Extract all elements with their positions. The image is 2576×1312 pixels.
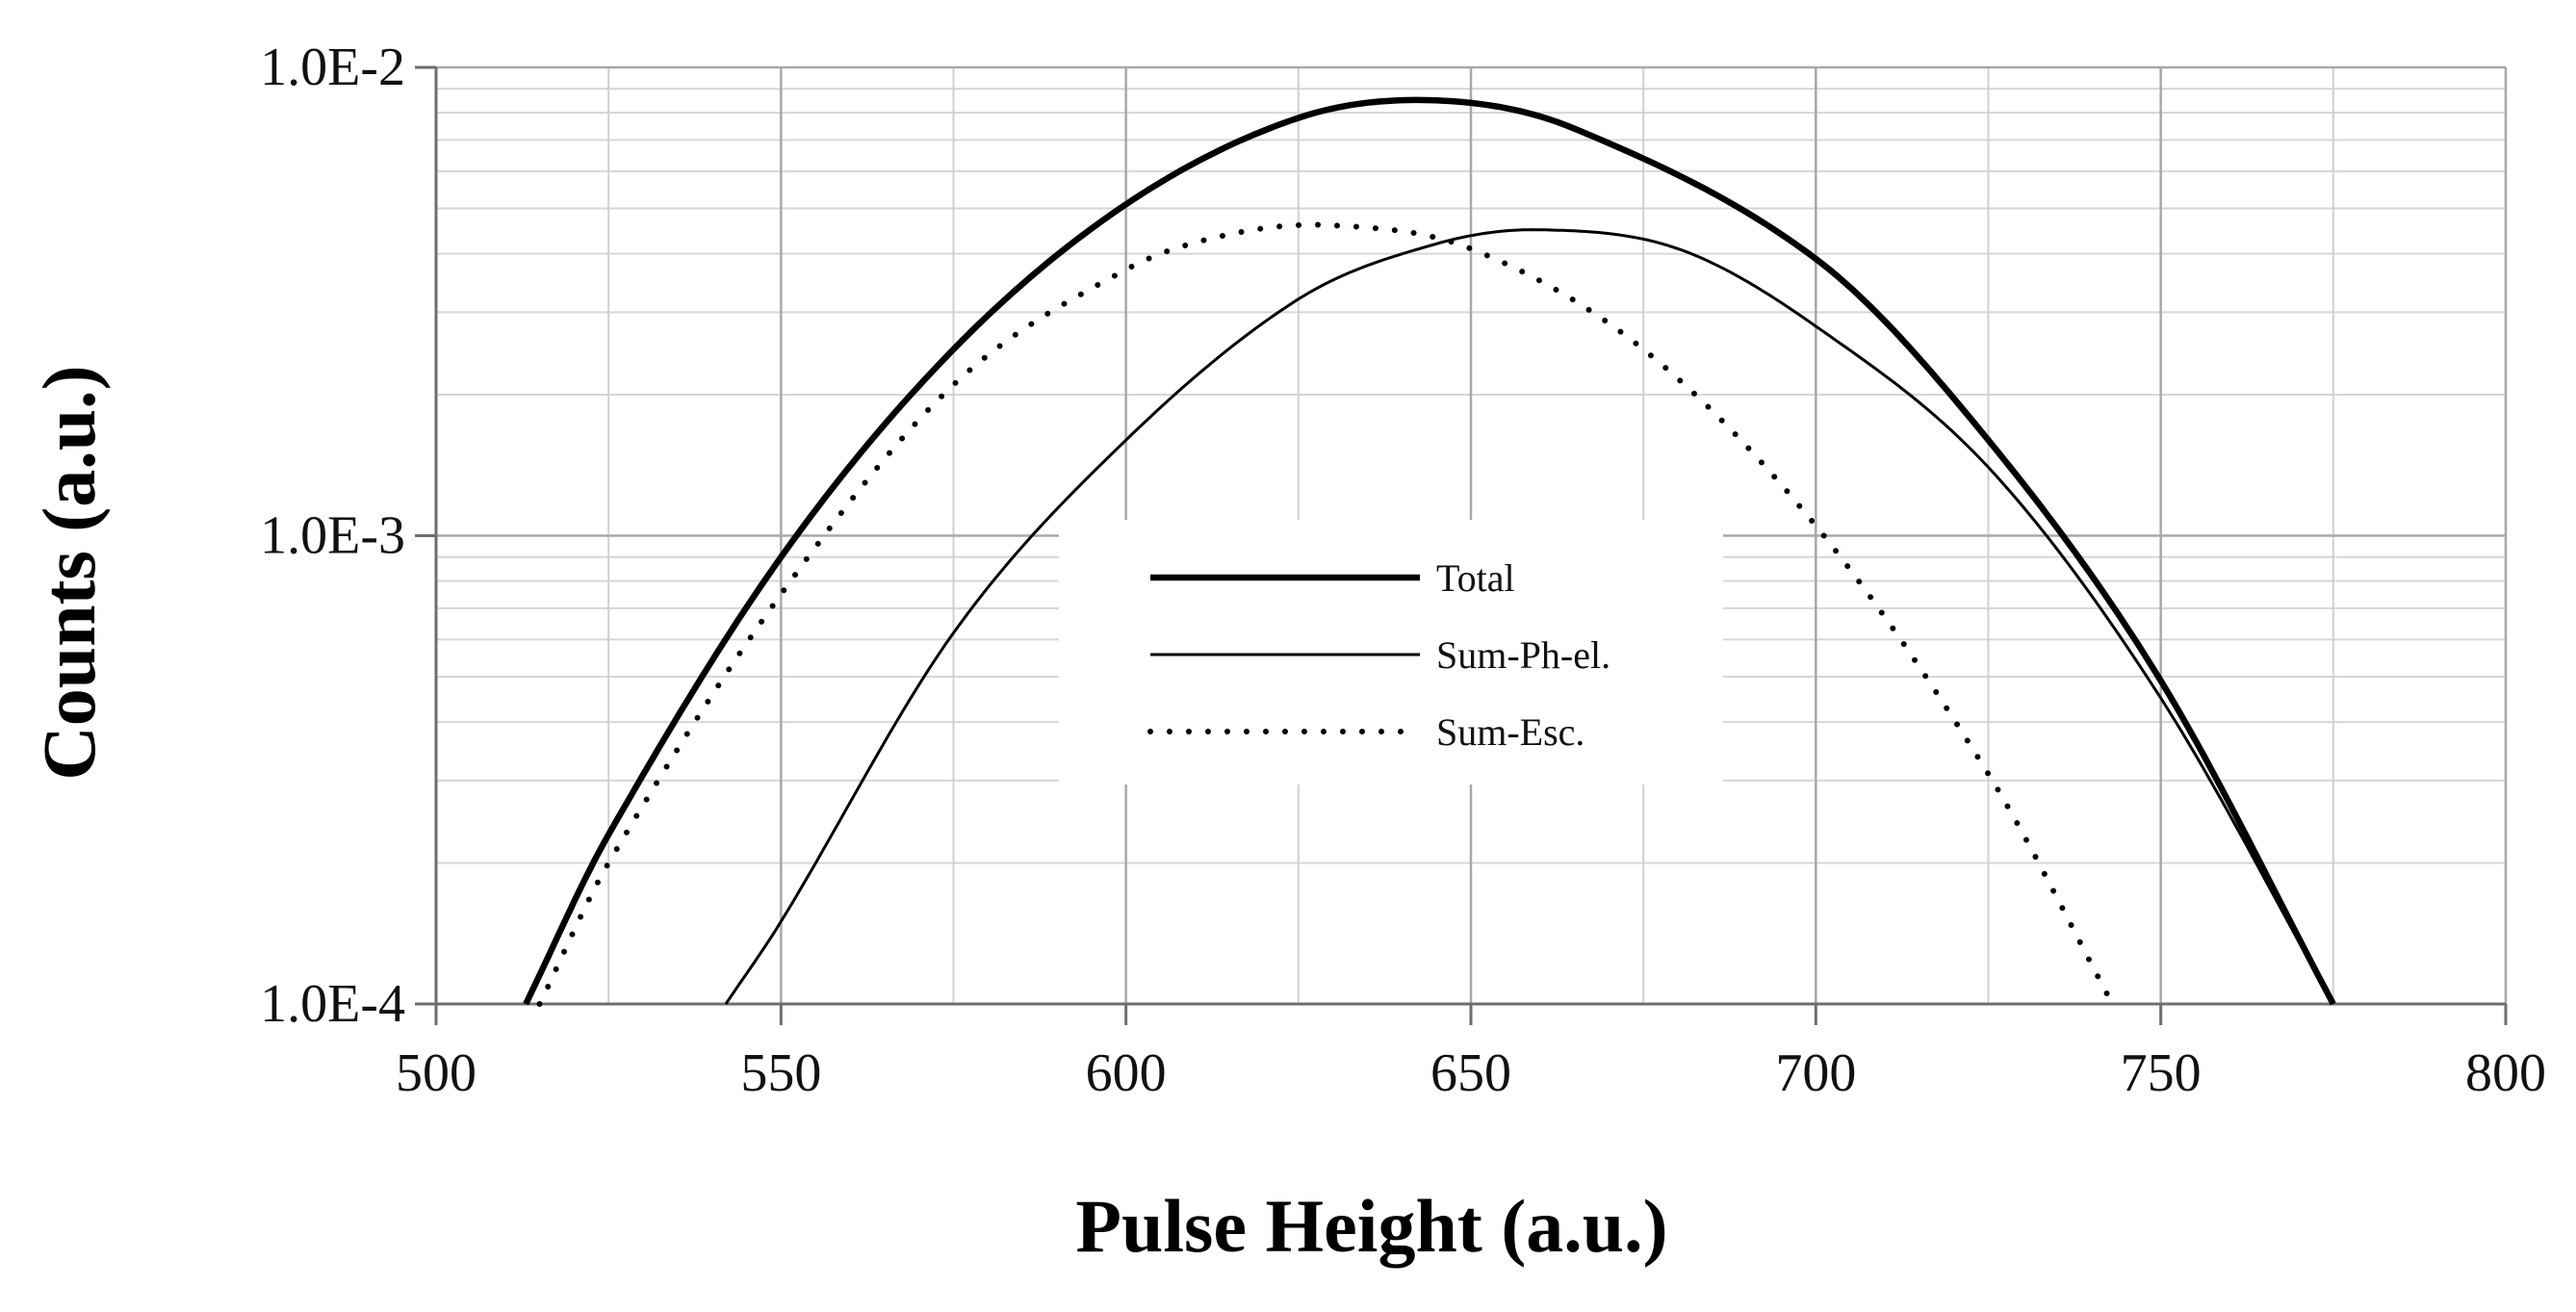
legend-label-2: Sum-Ph-el. [1436,633,1610,677]
x-tick-label: 650 [1430,1043,1511,1103]
x-tick-labels: 500 550 600 650 700 750 800 [396,1043,2546,1103]
series-line-3 [536,221,2116,1007]
legend-label-3: Sum-Esc. [1436,710,1584,754]
legend: Total Sum-Ph-el. Sum-Esc. [1059,520,1723,785]
y-tick-label: 1.0E-4 [260,974,405,1034]
y-tick-label: 1.0E-3 [260,506,405,566]
y-tick-label: 1.0E-2 [260,38,405,97]
x-tick-label: 800 [2465,1043,2546,1103]
x-tick-label: 700 [1775,1043,1856,1103]
series-line-2 [724,228,2335,1005]
series-line-1 [523,96,2336,1006]
y-axis-title: Counts (a.u.) [27,365,111,780]
y-tick-labels: 1.0E-4 1.0E-3 1.0E-2 [260,38,405,1034]
x-axis-title: Pulse Height (a.u.) [1075,1184,1667,1268]
series-group [523,96,2336,1007]
x-tick-label: 550 [740,1043,821,1103]
x-tick-label: 600 [1086,1043,1167,1103]
x-tick-label: 500 [396,1043,477,1103]
axes [415,65,2508,1025]
x-tick-label: 750 [2121,1043,2202,1103]
legend-label-1: Total [1436,556,1515,600]
legend-box [1059,520,1723,785]
